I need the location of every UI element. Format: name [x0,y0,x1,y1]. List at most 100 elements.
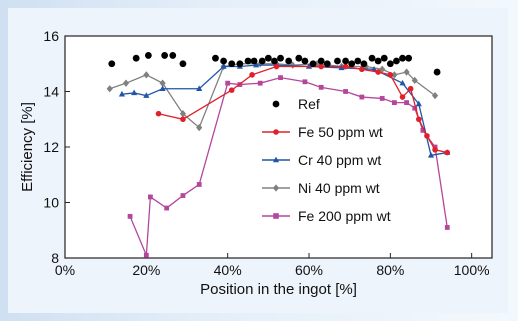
data-point-ni-40-ppm-wt [379,65,386,73]
legend-item-fe-50-ppm-wt: Fe 50 ppm wt [262,124,383,140]
data-point-ref [144,52,152,59]
data-point-ref [433,68,441,76]
x-tick-label: 100% [454,262,490,278]
data-point-cr-40-ppm-wt [338,64,345,71]
legend-item-ref: Ref [272,96,320,112]
data-point-ref [309,60,317,68]
data-point-ni-40-ppm-wt [159,79,166,87]
legend-swatch-marker [272,156,280,163]
data-point-fe-200-ppm-wt [392,100,397,105]
data-point-fe-200-ppm-wt [420,127,426,133]
data-point-fe-50-ppm-wt [342,63,349,70]
data-point-ref [285,57,293,65]
data-point-ref [271,57,278,65]
series-line-fe-50-ppm-wt [158,65,448,154]
data-point-fe-200-ppm-wt [359,94,365,100]
y-axis-title: Efficiency [%] [19,102,36,192]
data-point-fe-50-ppm-wt [155,110,162,117]
data-point-ni-40-ppm-wt [122,79,130,87]
y-tick-label: 10 [43,195,59,211]
data-point-fe-200-ppm-wt [257,80,263,86]
data-point-ref [374,57,382,65]
legend-label-cr-40-ppm-wt: Cr 40 ppm wt [298,152,381,168]
data-point-ref [348,60,356,68]
data-point-fe-50-ppm-wt [359,66,365,73]
data-point-fe-50-ppm-wt [444,149,451,156]
data-point-cr-40-ppm-wt [370,65,378,72]
y-tick-label: 16 [43,28,59,44]
legend-swatch-marker [273,129,279,135]
data-point-ref [228,60,236,68]
legend: Ref Fe 50 ppm wt Cr 40 ppm wt Ni 40 ppm wt F… [262,96,391,224]
data-point-cr-40-ppm-wt [118,90,126,97]
data-point-ref [161,52,169,59]
data-point-cr-40-ppm-wt [131,89,138,96]
data-point-fe-200-ppm-wt [404,100,409,105]
data-point-fe-50-ppm-wt [180,116,186,123]
x-tick-label: 80% [376,262,404,278]
data-point-ref [342,57,349,65]
data-point-cr-40-ppm-wt [399,79,406,86]
data-point-ref [368,54,376,62]
data-point-fe-200-ppm-wt [148,194,153,200]
data-point-ref [405,54,413,62]
data-point-ni-40-ppm-wt [106,85,113,93]
data-point-fe-50-ppm-wt [424,133,430,139]
y-tick-label: 12 [43,139,59,155]
data-point-fe-50-ppm-wt [416,116,422,123]
series-fe-200-ppm-wt [127,75,450,258]
legend-item-ni-40-ppm-wt: Ni 40 ppm wt [262,180,380,196]
data-point-cr-40-ppm-wt [196,85,203,91]
y-tick-label: 8 [51,250,59,266]
x-tick-label: 40% [214,262,242,278]
axis-ticks: 0% 20% 40% 60% 80% 100% 8 10 12 14 16 [43,28,489,278]
data-point-fe-50-ppm-wt [273,63,280,70]
data-point-fe-200-ppm-wt [444,225,450,230]
data-point-fe-200-ppm-wt [180,193,186,198]
data-point-ref [380,54,388,62]
data-point-ref [169,52,177,59]
data-point-cr-40-ppm-wt [253,61,260,68]
data-point-cr-40-ppm-wt [143,92,150,98]
legend-label-ref: Ref [298,96,320,112]
data-point-fe-200-ppm-wt [196,182,202,187]
data-point-ni-40-ppm-wt [403,68,410,76]
data-point-fe-200-ppm-wt [143,252,149,258]
data-point-ref [399,54,406,62]
legend-label-ni-40-ppm-wt: Ni 40 ppm wt [298,180,380,196]
series-line-cr-40-ppm-wt [121,64,448,157]
data-point-fe-200-ppm-wt [379,96,385,101]
data-point-ref [323,60,331,68]
data-point-fe-200-ppm-wt [343,89,348,94]
data-point-ref [220,57,228,65]
data-point-cr-40-ppm-wt [220,63,227,69]
data-point-ref [301,57,309,65]
data-point-fe-50-ppm-wt [432,146,438,153]
data-point-fe-200-ppm-wt [302,79,308,85]
plot-area [64,35,493,259]
data-point-fe-200-ppm-wt [127,213,133,219]
x-axis-title: Position in the ingot [%] [200,281,357,298]
data-point-fe-200-ppm-wt [318,84,324,90]
legend-swatch-marker [272,184,280,192]
data-point-ref [334,57,341,65]
efficiency-chart: 0% 20% 40% 60% 80% 100% 8 10 12 14 16 Ref Fe 50 ppm… [19,28,493,298]
y-tick-label: 14 [43,84,59,100]
data-point-ref [212,54,219,62]
data-point-ref [317,57,325,65]
data-point-ref [108,60,116,68]
data-point-ni-40-ppm-wt [143,71,150,79]
data-point-ref [250,57,258,65]
chart-panel: 0% 20% 40% 60% 80% 100% 8 10 12 14 16 Ref Fe 50 ppm… [8,8,508,313]
data-point-fe-50-ppm-wt [399,94,406,100]
data-point-fe-50-ppm-wt [249,72,255,78]
data-point-fe-50-ppm-wt [407,85,414,92]
data-point-ref [236,60,244,68]
data-point-cr-40-ppm-wt [159,85,166,91]
x-tick-label: 0% [55,262,75,278]
data-point-ref [258,57,266,65]
data-point-ni-40-ppm-wt [179,110,187,118]
data-point-fe-50-ppm-wt [228,87,235,93]
x-tick-label: 60% [295,262,323,278]
legend-swatch-marker [273,213,279,219]
